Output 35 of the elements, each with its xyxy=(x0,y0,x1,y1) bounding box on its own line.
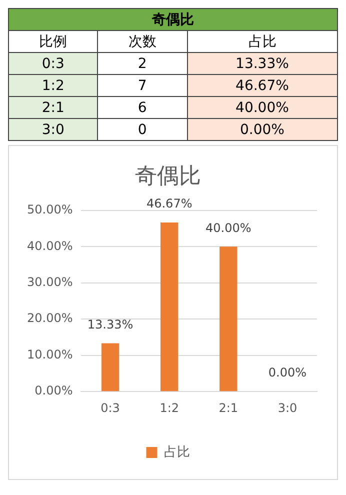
series-label: 占比 xyxy=(187,30,338,52)
data-label: 40.00% xyxy=(206,220,252,235)
x-tick-label: 3:0 xyxy=(278,400,298,415)
category-label: 0:3 xyxy=(8,52,98,74)
y-tick-label: 40.00% xyxy=(26,238,73,253)
bar xyxy=(160,222,178,392)
bar xyxy=(101,343,120,392)
data-label: 0 xyxy=(98,118,187,140)
chart-title: 奇偶比 xyxy=(135,164,201,189)
y-tick-label: 20.00% xyxy=(26,311,73,326)
data-label: 46.67% xyxy=(146,196,192,211)
series-label: 次数 xyxy=(98,30,187,52)
data-label: 13.33% xyxy=(187,52,338,74)
bar xyxy=(220,246,238,392)
x-tick-label: 0:3 xyxy=(100,400,120,415)
text: 奇偶比 xyxy=(8,8,338,30)
data-label: 7 xyxy=(98,74,187,96)
y-tick-label: 0.00% xyxy=(34,384,73,398)
data-label: 46.67% xyxy=(187,74,338,96)
data-label: 0.00% xyxy=(268,366,307,380)
category-label: 3:0 xyxy=(8,118,98,140)
legend-label: 占比 xyxy=(164,444,190,460)
data-label: 13.33% xyxy=(87,317,134,332)
data-label: 6 xyxy=(98,96,187,118)
x-tick-label: 2:1 xyxy=(218,400,238,415)
data-label: 40.00% xyxy=(187,96,338,118)
x-tick-label: 1:2 xyxy=(160,400,180,415)
text: 比例 xyxy=(8,30,98,52)
data-label: 0.00% xyxy=(187,118,338,140)
category-label: 2:1 xyxy=(8,96,98,118)
category-label: 1:2 xyxy=(8,74,98,96)
y-tick-label: 30.00% xyxy=(26,275,73,290)
y-tick-label: 50.00% xyxy=(26,202,73,217)
y-tick-label: 10.00% xyxy=(26,347,73,362)
data-label: 2 xyxy=(98,52,187,74)
